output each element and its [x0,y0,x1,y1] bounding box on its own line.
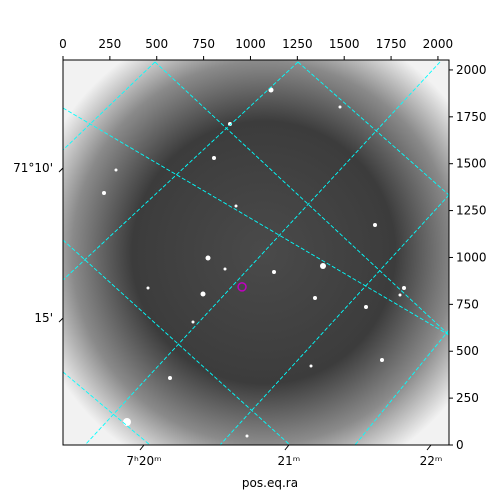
x-tick-label: 0 [59,37,67,51]
sky-image [63,60,449,445]
wcs-x-tick [426,444,432,451]
y-tick-label: 1250 [456,204,487,218]
wcs-y-tick-label: 15' [34,311,53,325]
wcs-y-tick-label: 71°10' [13,161,53,175]
x-tick-label: 1250 [282,37,313,51]
y-tick-label: 1500 [456,157,487,171]
x-tick-label: 500 [145,37,168,51]
x-tick-label: 750 [192,37,215,51]
y-tick-label: 1750 [456,110,487,124]
x-axis-label: pos.eq.ra [242,476,298,490]
wcs-x-tick-label: 21ᵐ [278,454,301,468]
wcs-x-tick-label: 22ᵐ [420,454,443,468]
wcs-x-tick [284,444,290,451]
target-marker [237,282,247,292]
y-tick-label: 1000 [456,250,487,264]
y-tick-label: 500 [456,344,479,358]
wcs-y-tick [58,317,64,323]
x-tick-label: 1750 [376,37,407,51]
y-tick-label: 0 [456,438,464,452]
wcs-x-tick-label: 7ʰ20ᵐ [126,454,161,468]
x-tick-label: 1000 [235,37,266,51]
y-tick-label: 250 [456,391,479,405]
stars [102,87,406,438]
y-tick-label: 750 [456,297,479,311]
wcs-y-tick [58,167,64,173]
wcs-x-tick [139,444,145,451]
axes-frame [62,59,450,446]
x-tick-label: 250 [98,37,121,51]
x-tick-label: 1500 [329,37,360,51]
x-tick-label: 2000 [423,37,454,51]
y-tick-label: 2000 [456,63,487,77]
wcs-grid [63,61,449,445]
